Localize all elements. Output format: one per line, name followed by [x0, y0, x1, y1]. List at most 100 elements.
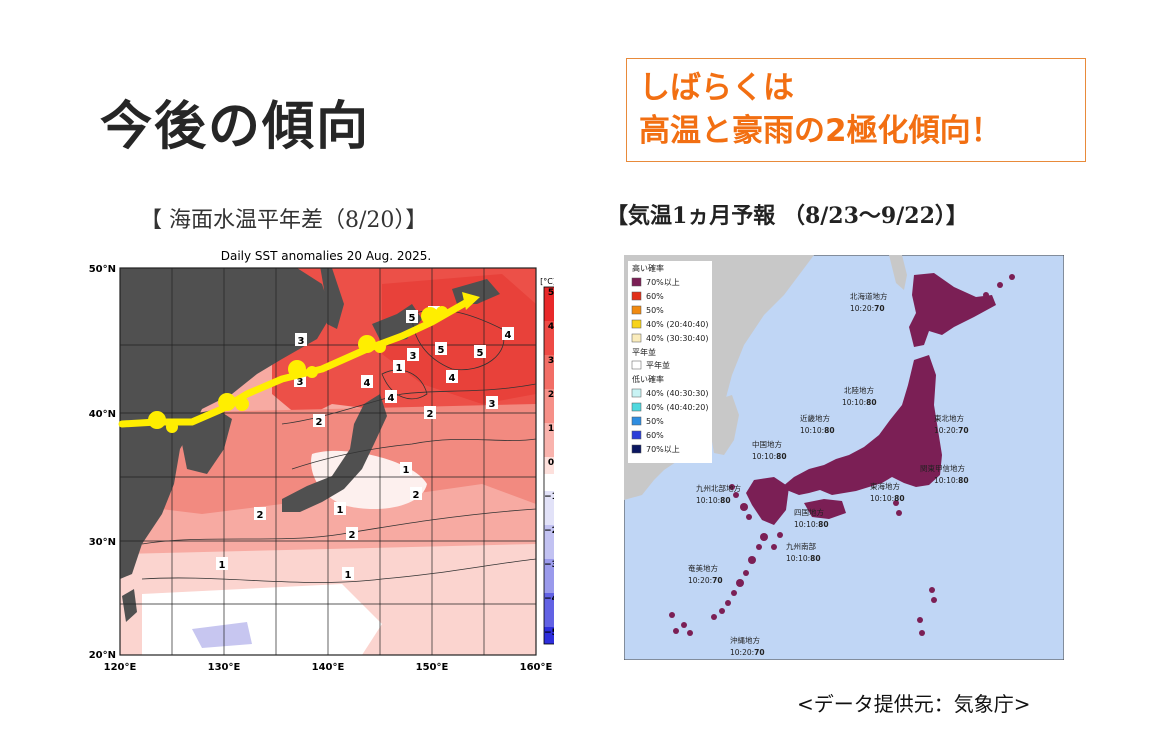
svg-text:10:10:80: 10:10:80	[934, 476, 969, 485]
svg-text:10:20:70: 10:20:70	[688, 576, 723, 585]
svg-text:関東甲信地方: 関東甲信地方	[920, 463, 965, 473]
svg-text:2: 2	[413, 490, 420, 501]
region-okinawa: 沖縄地方 10:20:70	[730, 635, 765, 657]
svg-text:10:10:80: 10:10:80	[696, 496, 731, 505]
svg-text:10:10:80: 10:10:80	[794, 520, 829, 529]
colorbar-tick-label: −4	[544, 594, 554, 604]
sst-map-title: Daily SST anomalies 20 Aug. 2025.	[221, 249, 432, 263]
svg-text:40% (30:30:40): 40% (30:30:40)	[646, 334, 709, 343]
svg-text:50%: 50%	[646, 417, 664, 426]
colorbar-tick-label: 0	[548, 458, 554, 468]
svg-text:10:10:80: 10:10:80	[842, 398, 877, 407]
svg-text:4: 4	[505, 330, 512, 341]
svg-text:10:10:80: 10:10:80	[800, 426, 835, 435]
svg-text:4: 4	[364, 378, 371, 389]
forecast-legend: 高い確率 70%以上 60% 50% 40% (20:40:40) 40% (3…	[628, 261, 712, 463]
svg-text:160°E: 160°E	[520, 662, 553, 673]
svg-text:60%: 60%	[646, 292, 664, 301]
svg-text:10:10:80: 10:10:80	[870, 494, 905, 503]
svg-text:平年並: 平年並	[632, 347, 656, 357]
svg-text:150°E: 150°E	[416, 662, 449, 673]
svg-text:低い確率: 低い確率	[632, 374, 664, 384]
svg-text:1: 1	[403, 465, 410, 476]
svg-text:沖縄地方: 沖縄地方	[730, 635, 760, 645]
svg-text:3: 3	[489, 399, 496, 410]
svg-text:九州南部: 九州南部	[786, 541, 816, 551]
colorbar-tick-label: −2	[544, 526, 554, 536]
jet-stream-arrow	[118, 292, 480, 433]
region-hokkaido: 北海道地方 10:20:70	[850, 291, 888, 313]
japan-land	[669, 273, 1015, 636]
sst-colorbar: [°C]	[540, 277, 554, 645]
colorbar-tick-labels	[540, 244, 558, 680]
region-kyushu-north: 九州北部地方 10:10:80	[696, 483, 741, 505]
sst-grid	[119, 267, 537, 656]
svg-text:北海道地方: 北海道地方	[850, 291, 888, 301]
headline-callout: しばらくは 高温と豪雨の2極化傾向！	[626, 58, 1086, 162]
forecast-caption: 【気温1ヵ月予報 （8/23～9/22）】	[606, 203, 968, 229]
sst-lon-labels: 120°E 130°E 140°E 150°E 160°E	[104, 662, 553, 673]
colorbar-tick-label: −5	[544, 628, 554, 638]
svg-text:140°E: 140°E	[312, 662, 345, 673]
svg-text:1: 1	[345, 570, 352, 581]
svg-text:1: 1	[337, 505, 344, 516]
colorbar-tick-label: −3	[544, 560, 554, 570]
svg-text:50%: 50%	[646, 306, 664, 315]
callout-line-2: 高温と豪雨の2極化傾向！	[639, 113, 1002, 149]
svg-text:40% (20:40:40): 40% (20:40:40)	[646, 320, 709, 329]
svg-text:東北地方: 東北地方	[934, 413, 964, 423]
temperature-forecast-map: 高い確率 70%以上 60% 50% 40% (20:40:40) 40% (3…	[624, 255, 1064, 660]
region-tohoku: 東北地方 10:20:70	[934, 413, 969, 435]
svg-text:1: 1	[219, 560, 226, 571]
svg-text:60%: 60%	[646, 431, 664, 440]
svg-text:東海地方: 東海地方	[870, 481, 900, 491]
svg-text:高い確率: 高い確率	[632, 263, 664, 273]
colorbar-tick-label: 5	[548, 288, 554, 298]
svg-text:120°E: 120°E	[104, 662, 137, 673]
svg-text:中国地方: 中国地方	[752, 439, 782, 449]
svg-text:130°E: 130°E	[208, 662, 241, 673]
svg-text:4: 4	[449, 373, 456, 384]
colorbar-tick-label: 2	[548, 390, 554, 400]
korea-land	[710, 395, 739, 455]
svg-text:2: 2	[349, 530, 356, 541]
svg-text:奄美地方: 奄美地方	[688, 563, 718, 573]
colorbar-tick-label: −1	[544, 492, 554, 502]
colorbar-tick-label: 4	[548, 322, 554, 332]
svg-text:2: 2	[257, 510, 264, 521]
svg-text:3: 3	[410, 351, 417, 362]
svg-text:30°N: 30°N	[89, 537, 116, 548]
svg-text:50°N: 50°N	[89, 264, 116, 275]
svg-text:1: 1	[396, 363, 403, 374]
region-amami: 奄美地方 10:20:70	[688, 563, 723, 585]
svg-text:5: 5	[438, 345, 445, 356]
svg-text:四国地方: 四国地方	[794, 507, 824, 517]
svg-text:40°N: 40°N	[89, 409, 116, 420]
svg-text:平年並: 平年並	[646, 360, 670, 370]
callout-line-1: しばらくは	[639, 70, 794, 106]
svg-text:10:10:80: 10:10:80	[752, 452, 787, 461]
region-tokai: 東海地方 10:10:80	[870, 481, 905, 503]
sst-contours	[141, 309, 537, 583]
region-chugoku: 中国地方 10:10:80	[752, 439, 787, 461]
svg-text:3: 3	[298, 336, 305, 347]
region-kinki: 近畿地方 10:10:80	[800, 413, 835, 435]
svg-text:九州北部地方: 九州北部地方	[696, 483, 741, 493]
svg-text:[°C]: [°C]	[540, 277, 554, 286]
page-title: 今後の傾向	[100, 97, 371, 157]
svg-text:70%以上: 70%以上	[646, 278, 680, 287]
svg-text:5: 5	[477, 348, 484, 359]
data-source-credit: <データ提供元：気象庁>	[797, 692, 1031, 716]
region-shikoku: 四国地方 10:10:80	[794, 507, 829, 529]
region-kyushu-south: 九州南部 10:10:80	[786, 541, 821, 563]
region-hokuriku: 北陸地方 10:10:80	[842, 385, 877, 407]
sst-caption: 【 海面水温平年差（8/20）】	[140, 208, 428, 233]
svg-text:40% (40:40:20): 40% (40:40:20)	[646, 403, 709, 412]
svg-text:10:20:70: 10:20:70	[934, 426, 969, 435]
svg-text:20°N: 20°N	[89, 650, 116, 661]
region-kanto-koshin: 関東甲信地方 10:10:80	[920, 463, 969, 485]
svg-text:4: 4	[388, 393, 395, 404]
colorbar-tick-label: 3	[548, 356, 554, 366]
colorbar-tick-label: 1	[548, 424, 554, 434]
svg-text:40% (40:30:30): 40% (40:30:30)	[646, 389, 709, 398]
